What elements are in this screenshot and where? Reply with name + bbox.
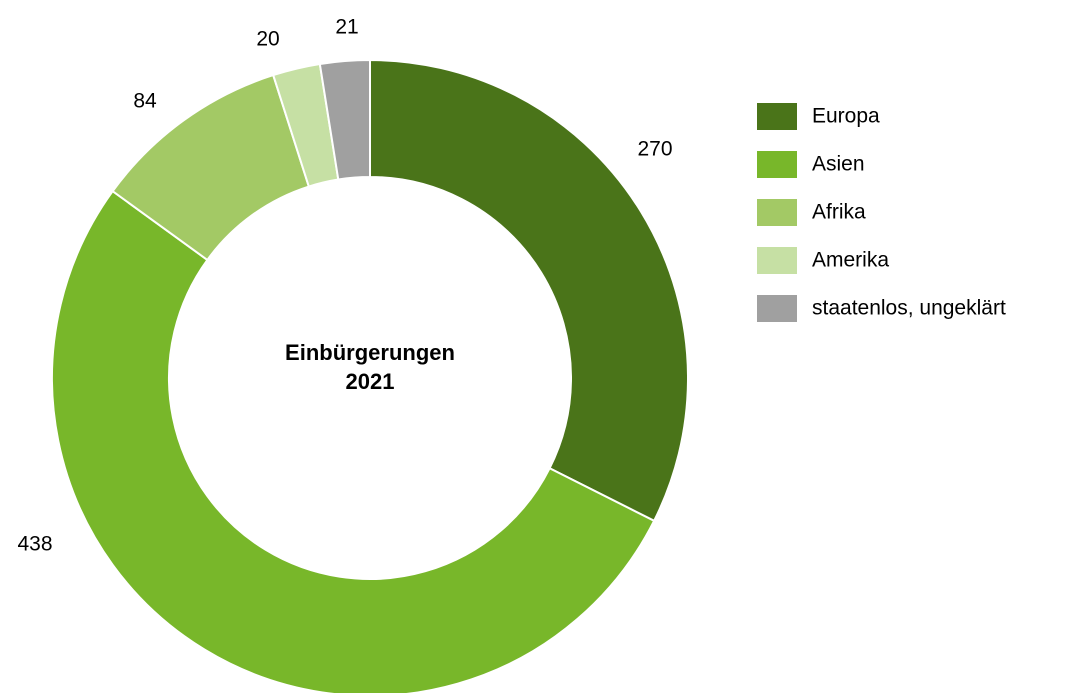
legend-label: Asien (812, 153, 865, 176)
legend-swatch (757, 295, 797, 322)
data-label: 20 (256, 28, 279, 51)
donut-segment (318, 58, 371, 181)
donut-segment (369, 58, 689, 523)
data-label: 84 (133, 90, 157, 113)
data-label: 438 (17, 533, 52, 556)
data-label: 270 (637, 138, 672, 161)
legend-label: Amerika (812, 249, 889, 272)
donut-segment (51, 189, 656, 693)
center-label: 2021 (346, 369, 395, 394)
legend-swatch (757, 199, 797, 226)
legend-label: staatenlos, ungeklärt (812, 297, 1006, 320)
legend-swatch (757, 151, 797, 178)
center-label: Einbürgerungen (285, 340, 455, 365)
legend-label: Europa (812, 105, 880, 128)
legend-label: Afrika (812, 201, 866, 224)
legend-swatch (757, 247, 797, 274)
legend-swatch (757, 103, 797, 130)
data-label: 21 (335, 16, 358, 39)
